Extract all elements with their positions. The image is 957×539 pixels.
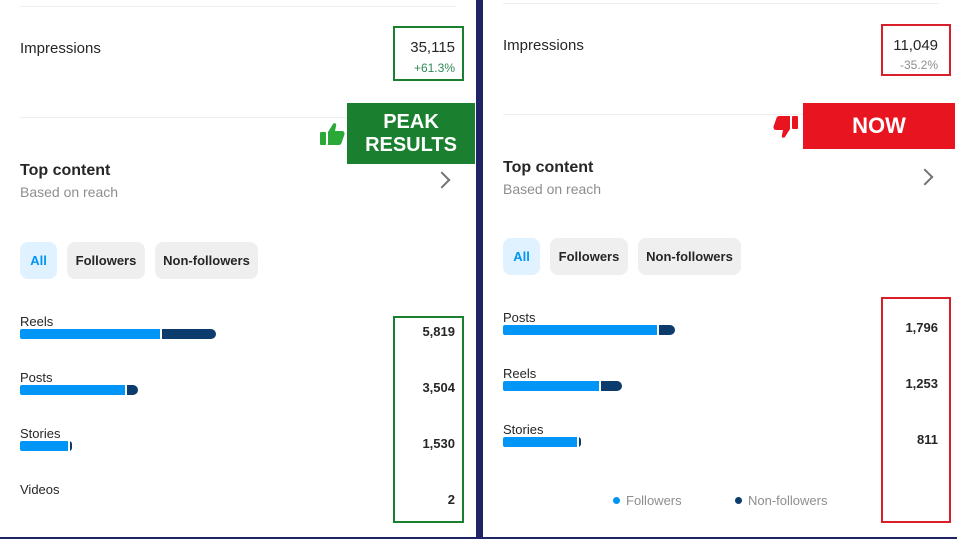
legend-non-followers-label: Non-followers (748, 493, 828, 508)
top-content-subtitle: Based on reach (503, 181, 602, 197)
row-label: Posts (503, 310, 536, 325)
right-insights-panel: Impressions 11,049 -35.2% NOW Top conten… (483, 0, 957, 539)
legend-non-followers: Non-followers (735, 493, 827, 508)
non-followers-segment (600, 381, 622, 391)
thumbs-down-icon (773, 116, 798, 138)
values-highlight-box (393, 316, 464, 523)
row-label: Reels (503, 366, 537, 381)
followers-segment (503, 381, 601, 391)
top-content-title: Top content (503, 159, 594, 176)
followers-segment (20, 441, 69, 451)
row-label: Posts (20, 370, 53, 385)
chevron-right-icon[interactable] (916, 168, 934, 186)
row-value: 811 (917, 432, 938, 447)
impressions-value: 35,115 (410, 39, 455, 56)
chip-followers[interactable]: Followers (550, 238, 628, 275)
top-divider (503, 3, 939, 4)
chip-all[interactable]: All (503, 238, 540, 275)
row-label: Stories (20, 426, 61, 441)
thumbs-up-icon (320, 123, 345, 145)
non-followers-dot-icon (735, 497, 742, 504)
chevron-right-icon[interactable] (433, 171, 451, 189)
chip-followers[interactable]: Followers (67, 242, 145, 279)
row-value: 1,796 (905, 320, 938, 335)
chip-non-followers[interactable]: Non-followers (638, 238, 741, 275)
top-divider (20, 6, 456, 7)
top-content-subtitle: Based on reach (20, 184, 119, 200)
impressions-label: Impressions (20, 40, 101, 57)
impressions-highlight-box (393, 26, 464, 81)
left-insights-panel: Impressions 35,115 +61.3% PEAK RESULTS T… (0, 0, 476, 539)
row-label: Videos (20, 482, 60, 497)
reach-bar (503, 437, 582, 447)
reach-bar (20, 329, 216, 339)
impressions-highlight-box (881, 24, 951, 76)
row-value: 2 (447, 492, 455, 507)
bottom-border (0, 537, 957, 539)
values-highlight-box (881, 297, 951, 523)
row-label: Stories (503, 422, 544, 437)
non-followers-segment (578, 437, 582, 447)
row-label: Reels (20, 314, 54, 329)
non-followers-segment (68, 441, 72, 451)
segment-separator (656, 325, 659, 335)
reach-bar (20, 441, 72, 451)
followers-segment (20, 385, 126, 395)
impressions-label: Impressions (503, 37, 584, 54)
impressions-value: 11,049 (893, 37, 938, 54)
section-divider (20, 117, 456, 118)
non-followers-segment (161, 329, 216, 339)
row-value: 3,504 (422, 380, 455, 395)
row-value: 5,819 (422, 324, 455, 339)
banner-line-2: RESULTS (365, 133, 457, 156)
top-content-title: Top content (20, 162, 111, 179)
segment-separator (67, 441, 70, 451)
followers-segment (503, 437, 579, 447)
segment-separator (577, 437, 580, 447)
reach-bar (503, 381, 622, 391)
impressions-change: -35.2% (899, 58, 938, 72)
non-followers-segment (125, 385, 138, 395)
now-banner: NOW (803, 103, 955, 149)
peak-results-banner: PEAK RESULTS (347, 103, 475, 164)
legend-followers-label: Followers (626, 493, 682, 508)
row-value: 1,530 (422, 436, 455, 451)
legend-followers: Followers (613, 493, 682, 508)
reach-bar (20, 385, 138, 395)
impressions-change: +61.3% (413, 61, 455, 75)
section-divider (503, 114, 939, 115)
reach-bar (503, 325, 675, 335)
followers-segment (503, 325, 658, 335)
banner-line-1: PEAK (383, 111, 439, 134)
followers-segment (20, 329, 162, 339)
panel-divider (476, 0, 483, 539)
chip-non-followers[interactable]: Non-followers (155, 242, 258, 279)
chip-all[interactable]: All (20, 242, 57, 279)
row-value: 1,253 (905, 376, 938, 391)
segment-separator (160, 329, 163, 339)
segment-separator (599, 381, 602, 391)
non-followers-segment (657, 325, 675, 335)
followers-dot-icon (613, 497, 620, 504)
segment-separator (124, 385, 127, 395)
